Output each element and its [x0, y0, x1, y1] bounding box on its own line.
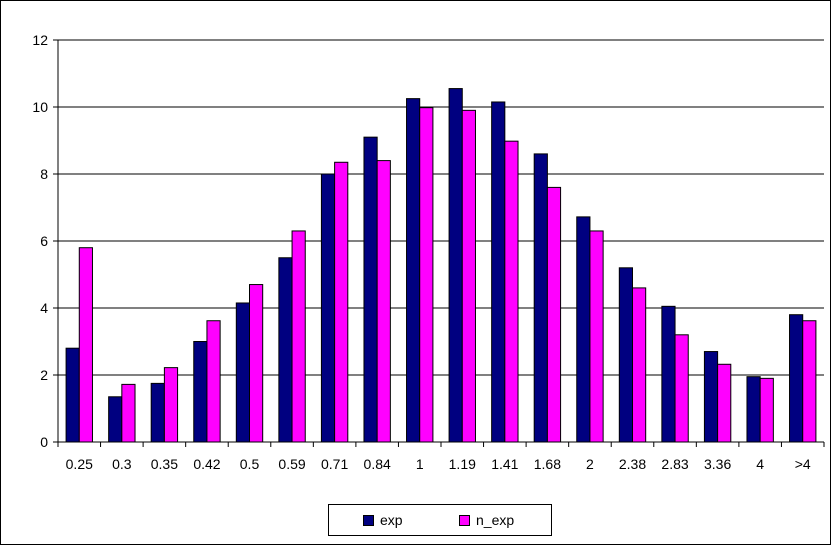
x-tick-label: 0.59: [278, 456, 305, 472]
bar-n-exp: [206, 320, 221, 443]
legend-swatch-n-exp: [459, 514, 470, 526]
bar-exp: [235, 302, 251, 443]
bar-exp: [150, 382, 165, 443]
x-tick-label: 0.84: [364, 456, 391, 472]
bar-n-exp: [461, 109, 476, 443]
y-tick-label: 8: [40, 166, 48, 182]
legend: exp n_exp: [328, 504, 552, 536]
bar-exp: [65, 347, 80, 443]
bar-exp: [533, 153, 548, 443]
x-tick-label: 0.3: [112, 456, 132, 472]
bar-exp: [789, 314, 804, 443]
x-tick-label: 4: [756, 456, 764, 472]
bar-exp: [278, 257, 293, 443]
y-tick-label: 12: [32, 32, 48, 48]
legend-item-exp: exp: [363, 512, 403, 528]
x-tick-label: 1.68: [534, 456, 561, 472]
y-tick-label: 0: [40, 434, 48, 450]
x-tick-label: 1: [416, 456, 424, 472]
legend-swatch-exp: [363, 514, 374, 526]
bar-n-exp: [546, 186, 562, 443]
bar-n-exp: [334, 161, 349, 443]
bar-exp: [618, 267, 634, 443]
x-tick-label: 2.38: [619, 456, 646, 472]
bar-exp: [406, 98, 421, 443]
bar-n-exp: [419, 107, 434, 443]
bar-exp: [320, 173, 336, 443]
x-tick-label: 0.35: [151, 456, 178, 472]
bar-n-exp: [802, 320, 817, 443]
bar-n-exp: [291, 230, 306, 443]
x-tick-label: >4: [795, 456, 811, 472]
bar-n-exp: [78, 247, 93, 443]
y-tick-label: 2: [40, 367, 48, 383]
bar-n-exp: [674, 334, 689, 443]
bar-exp: [363, 136, 378, 443]
legend-label-n-exp: n_exp: [476, 512, 515, 528]
y-tick-label: 4: [40, 300, 48, 316]
bar-exp: [108, 396, 123, 443]
bar-n-exp: [717, 363, 732, 443]
x-tick-label: 3.36: [704, 456, 731, 472]
bar-n-exp: [589, 230, 604, 443]
x-tick-label: 0.42: [193, 456, 220, 472]
bar-exp: [491, 101, 506, 443]
bar-exp: [448, 88, 463, 443]
bar-exp: [661, 305, 676, 443]
bar-exp: [193, 341, 208, 443]
x-tick-label: 2.83: [661, 456, 688, 472]
bar-n-exp: [504, 140, 519, 443]
x-tick-label: 0.5: [240, 456, 260, 472]
x-tick-label: 0.71: [321, 456, 348, 472]
x-tick-label: 2: [586, 456, 594, 472]
legend-item-n-exp: n_exp: [459, 512, 514, 528]
bar-n-exp: [121, 383, 136, 443]
bar-n-exp: [163, 367, 179, 443]
x-tick-label: 1.41: [491, 456, 518, 472]
x-tick-label: 1.19: [449, 456, 476, 472]
bar-n-exp: [376, 160, 391, 443]
y-tick-label: 10: [32, 99, 48, 115]
bar-exp: [576, 216, 591, 443]
bar-n-exp: [632, 287, 647, 443]
x-tick-label: 0.25: [66, 456, 93, 472]
y-tick-label: 6: [40, 233, 48, 249]
bar-n-exp: [759, 377, 774, 443]
bar-n-exp: [249, 284, 264, 443]
bar-exp: [703, 351, 719, 443]
bar-exp: [746, 376, 761, 443]
legend-label-exp: exp: [380, 512, 403, 528]
